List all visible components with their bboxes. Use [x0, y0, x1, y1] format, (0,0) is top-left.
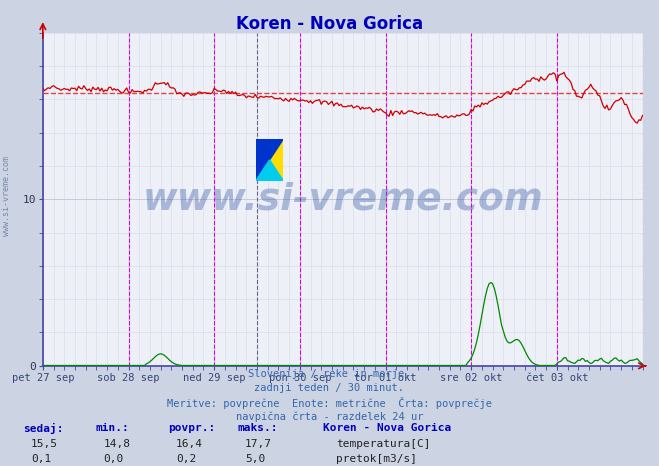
- Text: Koren - Nova Gorica: Koren - Nova Gorica: [323, 423, 451, 432]
- Text: 14,8: 14,8: [103, 439, 130, 449]
- Text: Slovenija / reke in morje.: Slovenija / reke in morje.: [248, 369, 411, 379]
- Polygon shape: [256, 160, 283, 181]
- Text: 0,2: 0,2: [176, 454, 196, 464]
- Text: temperatura[C]: temperatura[C]: [336, 439, 430, 449]
- Polygon shape: [256, 139, 283, 181]
- Text: www.si-vreme.com: www.si-vreme.com: [142, 181, 543, 217]
- Text: www.si-vreme.com: www.si-vreme.com: [2, 156, 11, 236]
- Text: 16,4: 16,4: [176, 439, 203, 449]
- Text: min.:: min.:: [96, 423, 129, 432]
- Text: 0,1: 0,1: [31, 454, 51, 464]
- Text: pretok[m3/s]: pretok[m3/s]: [336, 454, 417, 464]
- Text: 5,0: 5,0: [245, 454, 266, 464]
- Text: zadnji teden / 30 minut.: zadnji teden / 30 minut.: [254, 383, 405, 393]
- Text: Meritve: povprečne  Enote: metrične  Črta: povprečje: Meritve: povprečne Enote: metrične Črta:…: [167, 397, 492, 409]
- Text: sedaj:: sedaj:: [23, 423, 63, 434]
- Polygon shape: [256, 139, 283, 181]
- Text: povpr.:: povpr.:: [168, 423, 215, 432]
- Text: 15,5: 15,5: [31, 439, 58, 449]
- Text: 17,7: 17,7: [245, 439, 272, 449]
- Text: navpična črta - razdelek 24 ur: navpična črta - razdelek 24 ur: [236, 411, 423, 422]
- Text: 0,0: 0,0: [103, 454, 124, 464]
- Text: Koren - Nova Gorica: Koren - Nova Gorica: [236, 15, 423, 33]
- Text: maks.:: maks.:: [237, 423, 277, 432]
